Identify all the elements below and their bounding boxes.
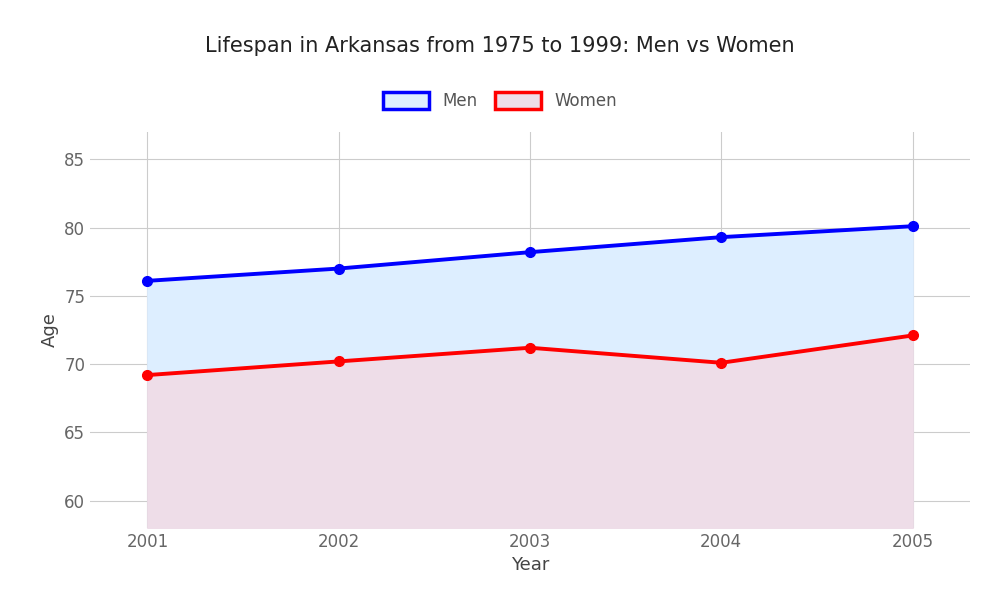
Y-axis label: Age: Age — [41, 313, 59, 347]
Legend: Men, Women: Men, Women — [374, 83, 626, 118]
X-axis label: Year: Year — [511, 556, 549, 574]
Text: Lifespan in Arkansas from 1975 to 1999: Men vs Women: Lifespan in Arkansas from 1975 to 1999: … — [205, 36, 795, 56]
